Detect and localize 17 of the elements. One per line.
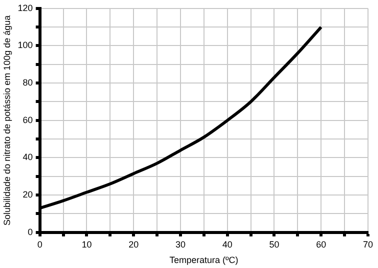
y-tick-label: 40 <box>22 152 33 162</box>
x-tick-label: 40 <box>222 239 232 250</box>
y-axis-title: Solubilidade do nitrato de potássio em 100g de água <box>2 15 12 226</box>
y-tick-label: 100 <box>18 40 33 50</box>
x-tick-label: 0 <box>37 239 42 250</box>
x-tick-label: 70 <box>362 239 374 250</box>
y-tick-label: 60 <box>22 114 33 125</box>
x-tick-label: 10 <box>82 239 92 250</box>
y-tick-label: 120 <box>18 2 33 13</box>
x-tick-label: 20 <box>128 239 139 250</box>
y-tick-label: 20 <box>22 190 33 200</box>
y-tick-label: 0 <box>28 226 33 237</box>
x-tick-label: 30 <box>175 239 186 250</box>
x-tick-label: 60 <box>316 239 326 250</box>
x-axis-title: Temperatura (ºC) <box>170 255 238 266</box>
x-tick-label: 50 <box>269 239 280 250</box>
y-tick-label: 80 <box>22 78 33 88</box>
